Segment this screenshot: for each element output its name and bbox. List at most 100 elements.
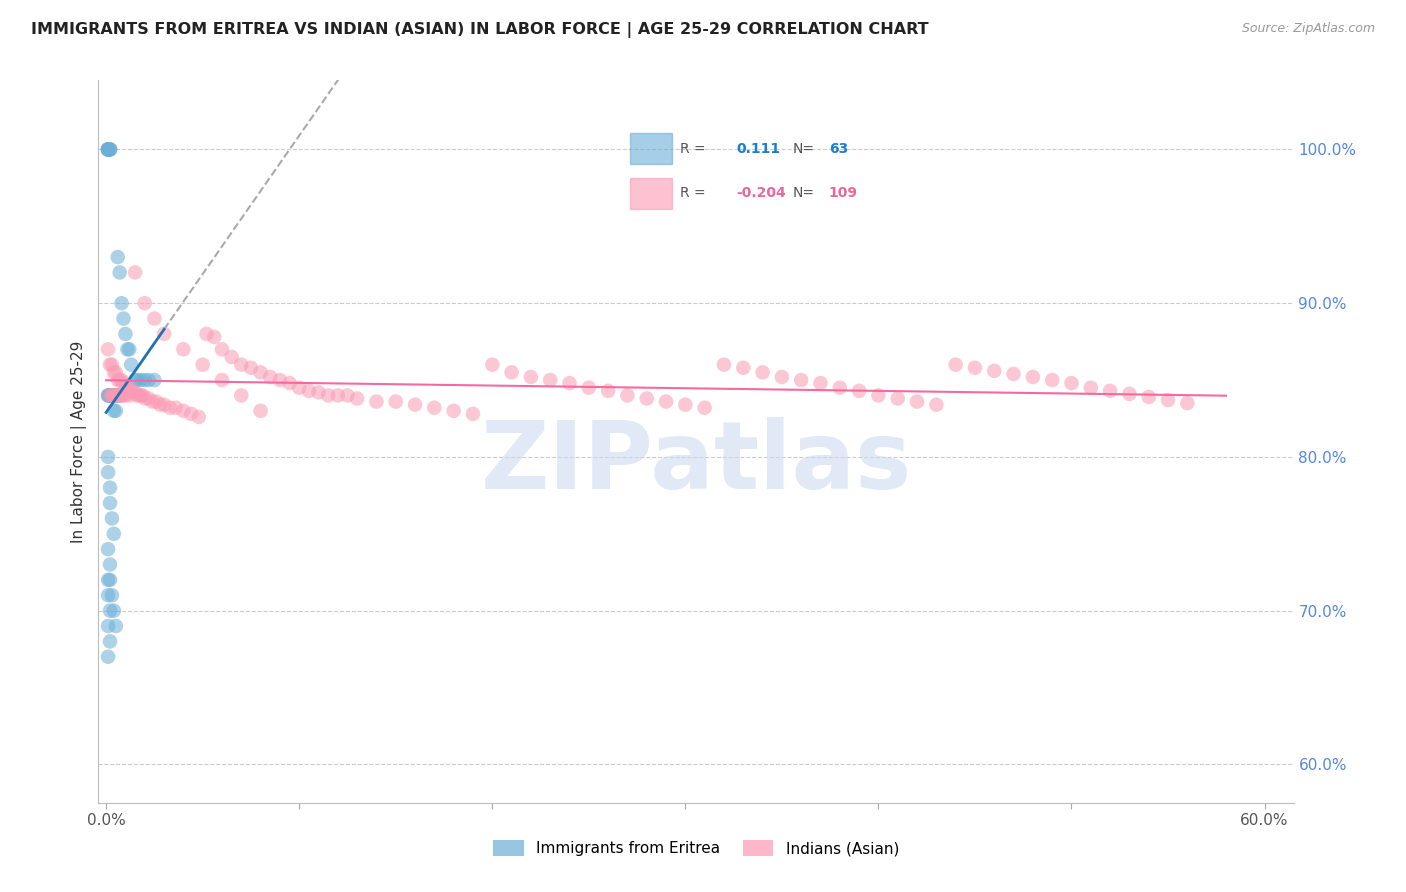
Point — [98, 388, 121, 402]
Point — [138, 392, 160, 406]
Point — [159, 401, 181, 415]
Point — [112, 376, 135, 391]
Point — [180, 407, 202, 421]
Point — [1022, 370, 1045, 384]
Point — [1040, 373, 1063, 387]
Point — [112, 388, 135, 402]
Point — [1157, 392, 1180, 407]
Point — [138, 373, 160, 387]
Point — [98, 143, 121, 157]
Point — [153, 398, 176, 412]
Point — [925, 398, 948, 412]
Point — [558, 376, 581, 391]
Point — [905, 394, 928, 409]
Point — [145, 394, 167, 409]
Point — [97, 143, 120, 157]
Point — [733, 360, 755, 375]
Point — [117, 343, 139, 357]
Point — [249, 365, 271, 379]
Point — [97, 143, 120, 157]
Point — [191, 358, 214, 372]
Point — [101, 388, 124, 402]
Point — [598, 384, 620, 398]
Text: ZIPatlas: ZIPatlas — [481, 417, 911, 509]
Point — [97, 343, 120, 357]
Point — [211, 373, 233, 387]
Point — [112, 311, 135, 326]
Point — [326, 388, 349, 402]
Point — [103, 526, 125, 541]
Point — [98, 481, 121, 495]
Point — [118, 343, 141, 357]
Point — [122, 385, 145, 400]
Point — [221, 350, 243, 364]
Point — [443, 404, 465, 418]
Point — [423, 401, 446, 415]
Point — [134, 392, 156, 406]
Point — [125, 373, 148, 387]
Point — [269, 373, 291, 387]
Point — [101, 388, 124, 402]
Point — [693, 401, 716, 415]
Point — [98, 558, 121, 572]
Point — [104, 388, 127, 402]
Point — [98, 143, 121, 157]
Point — [97, 649, 120, 664]
Point — [770, 370, 793, 384]
Point — [132, 388, 155, 402]
Y-axis label: In Labor Force | Age 25-29: In Labor Force | Age 25-29 — [72, 341, 87, 542]
Point — [153, 326, 176, 341]
Point — [231, 358, 253, 372]
Point — [97, 619, 120, 633]
Point — [501, 365, 523, 379]
Point — [129, 373, 152, 387]
Point — [98, 604, 121, 618]
Point — [101, 388, 124, 402]
Point — [103, 365, 125, 379]
Point — [983, 364, 1005, 378]
Point — [673, 398, 696, 412]
Point — [316, 388, 339, 402]
Point — [98, 496, 121, 510]
Point — [366, 394, 388, 409]
Point — [120, 384, 142, 398]
Point — [143, 373, 166, 387]
Point — [288, 381, 311, 395]
Point — [98, 143, 121, 157]
Point — [101, 358, 124, 372]
Point — [128, 388, 150, 402]
Point — [1080, 381, 1102, 395]
Point — [298, 384, 321, 398]
Point — [1118, 387, 1140, 401]
Point — [103, 404, 125, 418]
Point — [97, 465, 120, 479]
Point — [751, 365, 773, 379]
Legend: Immigrants from Eritrea, Indians (Asian): Immigrants from Eritrea, Indians (Asian) — [485, 832, 907, 863]
Point — [1175, 396, 1198, 410]
Point — [141, 394, 163, 409]
Point — [98, 358, 121, 372]
Point — [461, 407, 484, 421]
Point — [103, 388, 125, 402]
Point — [104, 388, 127, 402]
Point — [124, 385, 146, 400]
Point — [655, 394, 678, 409]
Point — [538, 373, 561, 387]
Point — [790, 373, 813, 387]
Point — [108, 388, 131, 402]
Point — [101, 388, 124, 402]
Point — [103, 388, 125, 402]
Point — [98, 634, 121, 648]
Point — [103, 604, 125, 618]
Point — [172, 404, 194, 418]
Point — [124, 265, 146, 279]
Point — [211, 343, 233, 357]
Point — [114, 326, 136, 341]
Point — [231, 388, 253, 402]
Point — [578, 381, 600, 395]
Point — [149, 398, 172, 412]
Point — [963, 360, 986, 375]
Point — [97, 143, 120, 157]
Point — [104, 619, 127, 633]
Point — [97, 588, 120, 602]
